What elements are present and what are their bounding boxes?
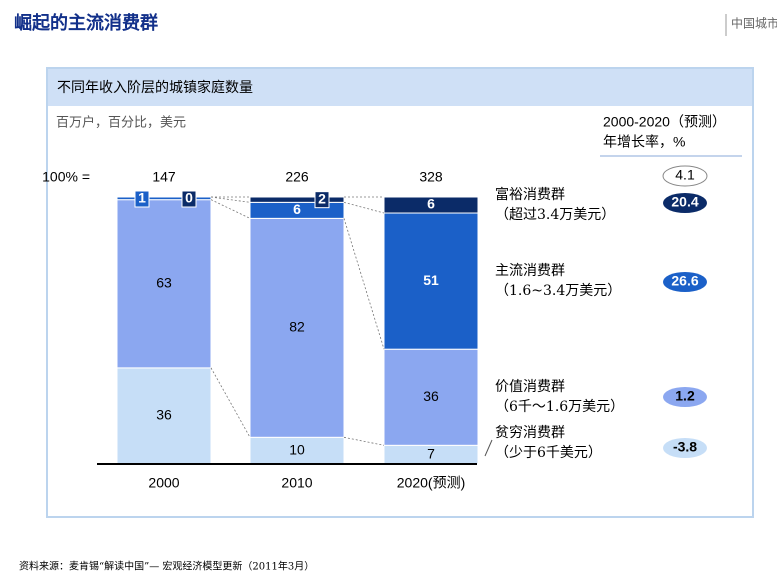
segment-label: 63 [156,274,172,290]
segment-label-box [314,191,330,209]
corner-label: 中国城市 [731,16,777,31]
panel-title: 不同年收入阶层的城镇家庭数量 [57,79,253,96]
slide-title: 崛起的主流消费群 [14,12,158,34]
segment-label: 0 [185,190,193,206]
segment-label: 36 [156,407,172,423]
panel-header [48,69,752,106]
connector [210,196,251,203]
total-prefix: 100% = [42,169,90,185]
growth-value: 26.6 [671,273,698,289]
segment-label: 51 [423,272,439,288]
segment-label: 10 [289,441,305,457]
growth-header: 年增长率，% [603,134,685,150]
legend-description: （6千～1.6万美元） [495,399,624,415]
segment-label: 1 [138,190,146,206]
growth-oval [662,165,708,187]
growth-oval [663,193,707,213]
units: 百万户，百分比，美元 [56,115,186,131]
bar-segment [249,217,345,438]
segment-label: 7 [427,445,435,461]
growth-oval [663,272,707,292]
connector [210,199,251,219]
total-label: 226 [285,169,309,185]
growth-value: 20.4 [671,194,698,210]
total-growth: 4.1 [675,167,695,183]
segment-label-box [181,190,197,208]
segment-label-box [134,190,150,208]
segment-label: 6 [293,201,301,217]
growth-oval [663,438,707,458]
x-tick-label: 2010 [281,475,312,491]
legend-tick [484,439,493,457]
bar-segment [249,436,345,465]
total-label: 328 [419,169,443,185]
legend-description: （超过3.4万美元） [495,207,615,223]
growth-value: 1.2 [675,388,695,404]
x-tick-label: 2000 [148,475,179,491]
segment-label: 6 [427,196,435,212]
total-label: 147 [152,169,176,185]
bar-segment [383,348,479,446]
segment-label: 2 [318,190,326,206]
connector [210,367,251,438]
connector [343,201,385,214]
segment-label: 36 [423,388,439,404]
legend-name: 价值消费群 [495,379,565,395]
bar-segment [383,196,479,214]
growth-oval [663,387,707,407]
segment-label: 82 [289,319,305,335]
legend-description: （少于6千美元） [495,445,602,461]
source: 资料来源：麦肯锡“解读中国”— 宏观经济模型更新（2011年3月） [19,560,314,573]
connector [343,436,385,446]
bar-segment [116,196,212,201]
connector [343,218,385,350]
bar-segment [249,196,345,203]
growth-header: 2000-2020（预测） [603,114,726,130]
x-tick-label: 2020(预测) [397,475,465,491]
legend-name: 贫穷消费群 [495,425,565,441]
legend-name: 富裕消费群 [495,186,565,203]
growth-value: -3.8 [673,439,697,455]
legend-description: （1.6~3.4万美元） [495,283,621,299]
legend-name: 主流消费群 [495,263,565,279]
bar-segment [383,212,479,350]
